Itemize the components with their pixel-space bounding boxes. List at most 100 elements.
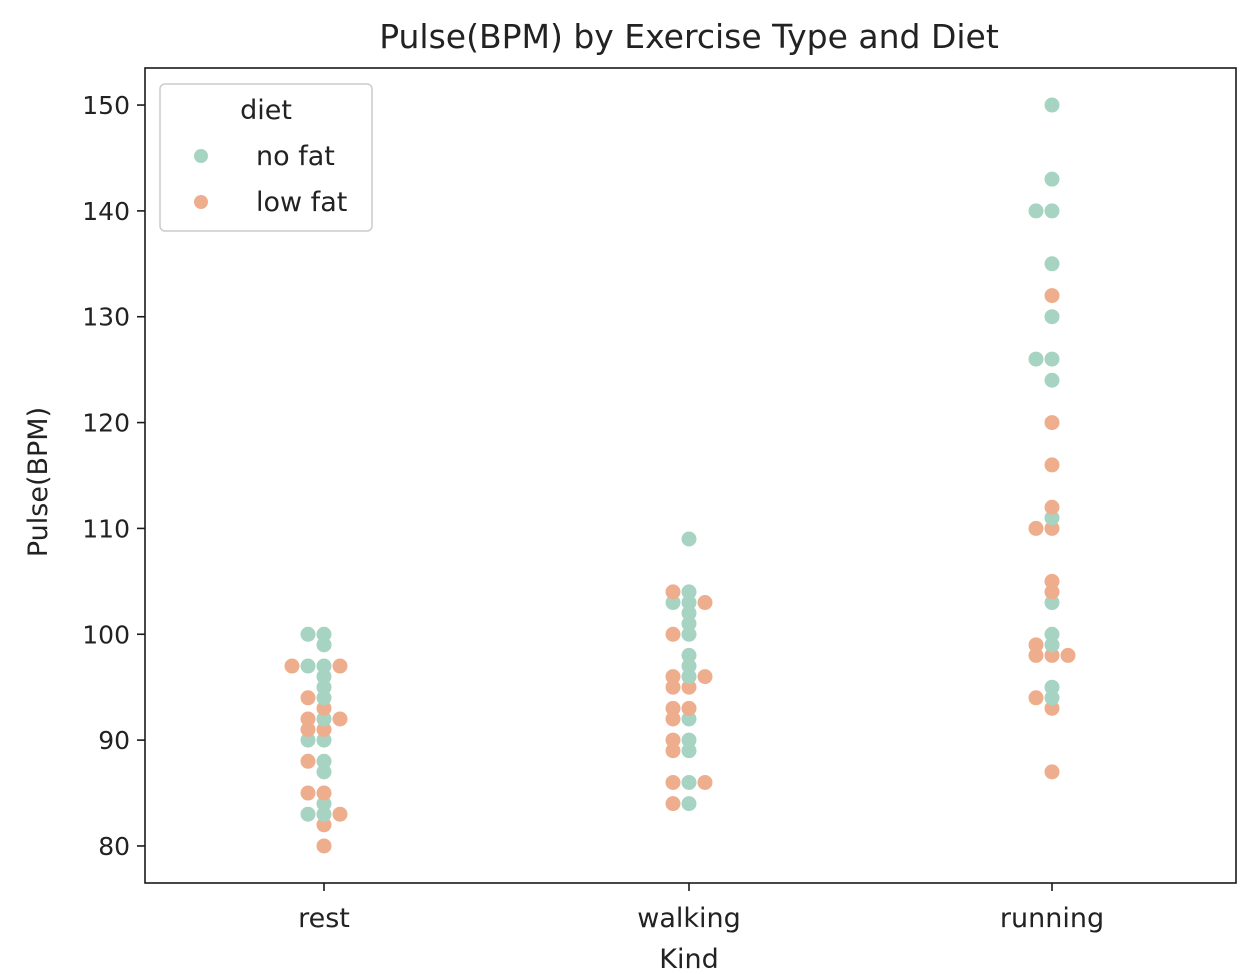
data-point-no-fat <box>300 626 316 642</box>
data-point-low-fat <box>697 774 713 790</box>
data-point-low-fat <box>300 785 316 801</box>
data-point-no-fat <box>1044 351 1060 367</box>
data-point-no-fat <box>1044 595 1060 611</box>
data-point-low-fat <box>300 722 316 738</box>
data-point-no-fat <box>1044 679 1060 695</box>
data-point-low-fat <box>300 711 316 727</box>
data-point-low-fat <box>332 658 348 674</box>
data-point-low-fat <box>665 774 681 790</box>
data-point-no-fat <box>300 658 316 674</box>
data-point-no-fat <box>681 711 697 727</box>
data-point-no-fat <box>681 647 697 663</box>
x-tick-label-running: running <box>1000 903 1104 934</box>
data-point-no-fat <box>1044 256 1060 272</box>
data-point-no-fat <box>1044 171 1060 187</box>
data-point-low-fat <box>316 838 332 854</box>
data-point-low-fat <box>1044 700 1060 716</box>
data-point-low-fat <box>1060 647 1076 663</box>
data-point-no-fat <box>316 711 332 727</box>
y-tick-label: 100 <box>82 620 130 649</box>
data-point-no-fat <box>681 796 697 812</box>
data-point-low-fat <box>1028 647 1044 663</box>
data-point-low-fat <box>332 806 348 822</box>
data-point-low-fat <box>1044 764 1060 780</box>
data-point-low-fat <box>316 785 332 801</box>
data-point-low-fat <box>1044 573 1060 589</box>
data-point-low-fat <box>697 595 713 611</box>
data-point-low-fat <box>1044 520 1060 536</box>
legend-marker-no-fat <box>194 149 208 163</box>
y-tick-label: 110 <box>82 514 130 543</box>
data-point-low-fat <box>1044 647 1060 663</box>
data-point-no-fat <box>681 626 697 642</box>
data-point-no-fat <box>316 764 332 780</box>
data-point-no-fat <box>681 658 697 674</box>
legend-marker-low-fat <box>194 195 208 209</box>
data-point-low-fat <box>316 722 332 738</box>
data-point-no-fat <box>316 753 332 769</box>
data-point-low-fat <box>665 743 681 759</box>
data-point-no-fat <box>1028 203 1044 219</box>
data-point-no-fat <box>316 626 332 642</box>
data-point-low-fat <box>665 700 681 716</box>
data-point-low-fat <box>665 796 681 812</box>
data-point-low-fat <box>316 817 332 833</box>
data-point-low-fat <box>1044 499 1060 515</box>
chart-title: Pulse(BPM) by Exercise Type and Diet <box>379 17 999 56</box>
data-point-low-fat <box>316 700 332 716</box>
data-point-low-fat <box>1044 288 1060 304</box>
data-point-low-fat <box>300 690 316 706</box>
data-point-low-fat <box>665 626 681 642</box>
y-tick-label: 90 <box>98 726 130 755</box>
data-point-no-fat <box>1044 690 1060 706</box>
x-axis-ticks: rest walking running <box>298 883 1104 934</box>
y-axis-label: Pulse(BPM) <box>23 407 54 557</box>
data-point-no-fat <box>1028 351 1044 367</box>
data-point-low-fat <box>681 679 697 695</box>
data-point-low-fat <box>300 753 316 769</box>
data-point-no-fat <box>300 806 316 822</box>
legend-box <box>159 83 373 232</box>
data-point-low-fat <box>697 669 713 685</box>
x-tick-label-walking: walking <box>637 903 741 934</box>
data-points <box>284 97 1076 854</box>
y-tick-label: 80 <box>98 832 130 861</box>
data-point-low-fat <box>681 700 697 716</box>
data-point-low-fat <box>665 679 681 695</box>
data-point-no-fat <box>300 732 316 748</box>
data-point-no-fat <box>681 774 697 790</box>
data-point-no-fat <box>681 616 697 632</box>
y-tick-label: 120 <box>82 409 130 438</box>
data-point-no-fat <box>1044 309 1060 325</box>
data-point-no-fat <box>681 584 697 600</box>
data-point-low-fat <box>1028 690 1044 706</box>
data-point-low-fat <box>1044 415 1060 431</box>
legend-title: diet <box>240 95 292 126</box>
data-point-no-fat <box>1044 637 1060 653</box>
data-point-no-fat <box>1044 97 1060 113</box>
data-point-no-fat <box>1044 510 1060 526</box>
data-point-no-fat <box>316 669 332 685</box>
data-point-no-fat <box>316 679 332 695</box>
data-point-low-fat <box>665 732 681 748</box>
legend-label-no-fat: no fat <box>256 141 335 172</box>
x-axis-label: Kind <box>659 944 718 974</box>
data-point-low-fat <box>1028 637 1044 653</box>
data-point-no-fat <box>316 796 332 812</box>
data-point-low-fat <box>284 658 300 674</box>
data-point-no-fat <box>681 531 697 547</box>
data-point-no-fat <box>681 605 697 621</box>
data-point-no-fat <box>316 637 332 653</box>
data-point-low-fat <box>1044 584 1060 600</box>
y-tick-label: 130 <box>82 303 130 332</box>
data-point-no-fat <box>1044 626 1060 642</box>
y-tick-label: 140 <box>82 197 130 226</box>
x-tick-label-rest: rest <box>298 903 350 934</box>
data-point-low-fat <box>1044 457 1060 473</box>
data-point-no-fat <box>681 595 697 611</box>
data-point-no-fat <box>316 690 332 706</box>
data-point-low-fat <box>665 711 681 727</box>
data-point-low-fat <box>1028 520 1044 536</box>
legend: diet no fat low fat <box>159 83 373 232</box>
